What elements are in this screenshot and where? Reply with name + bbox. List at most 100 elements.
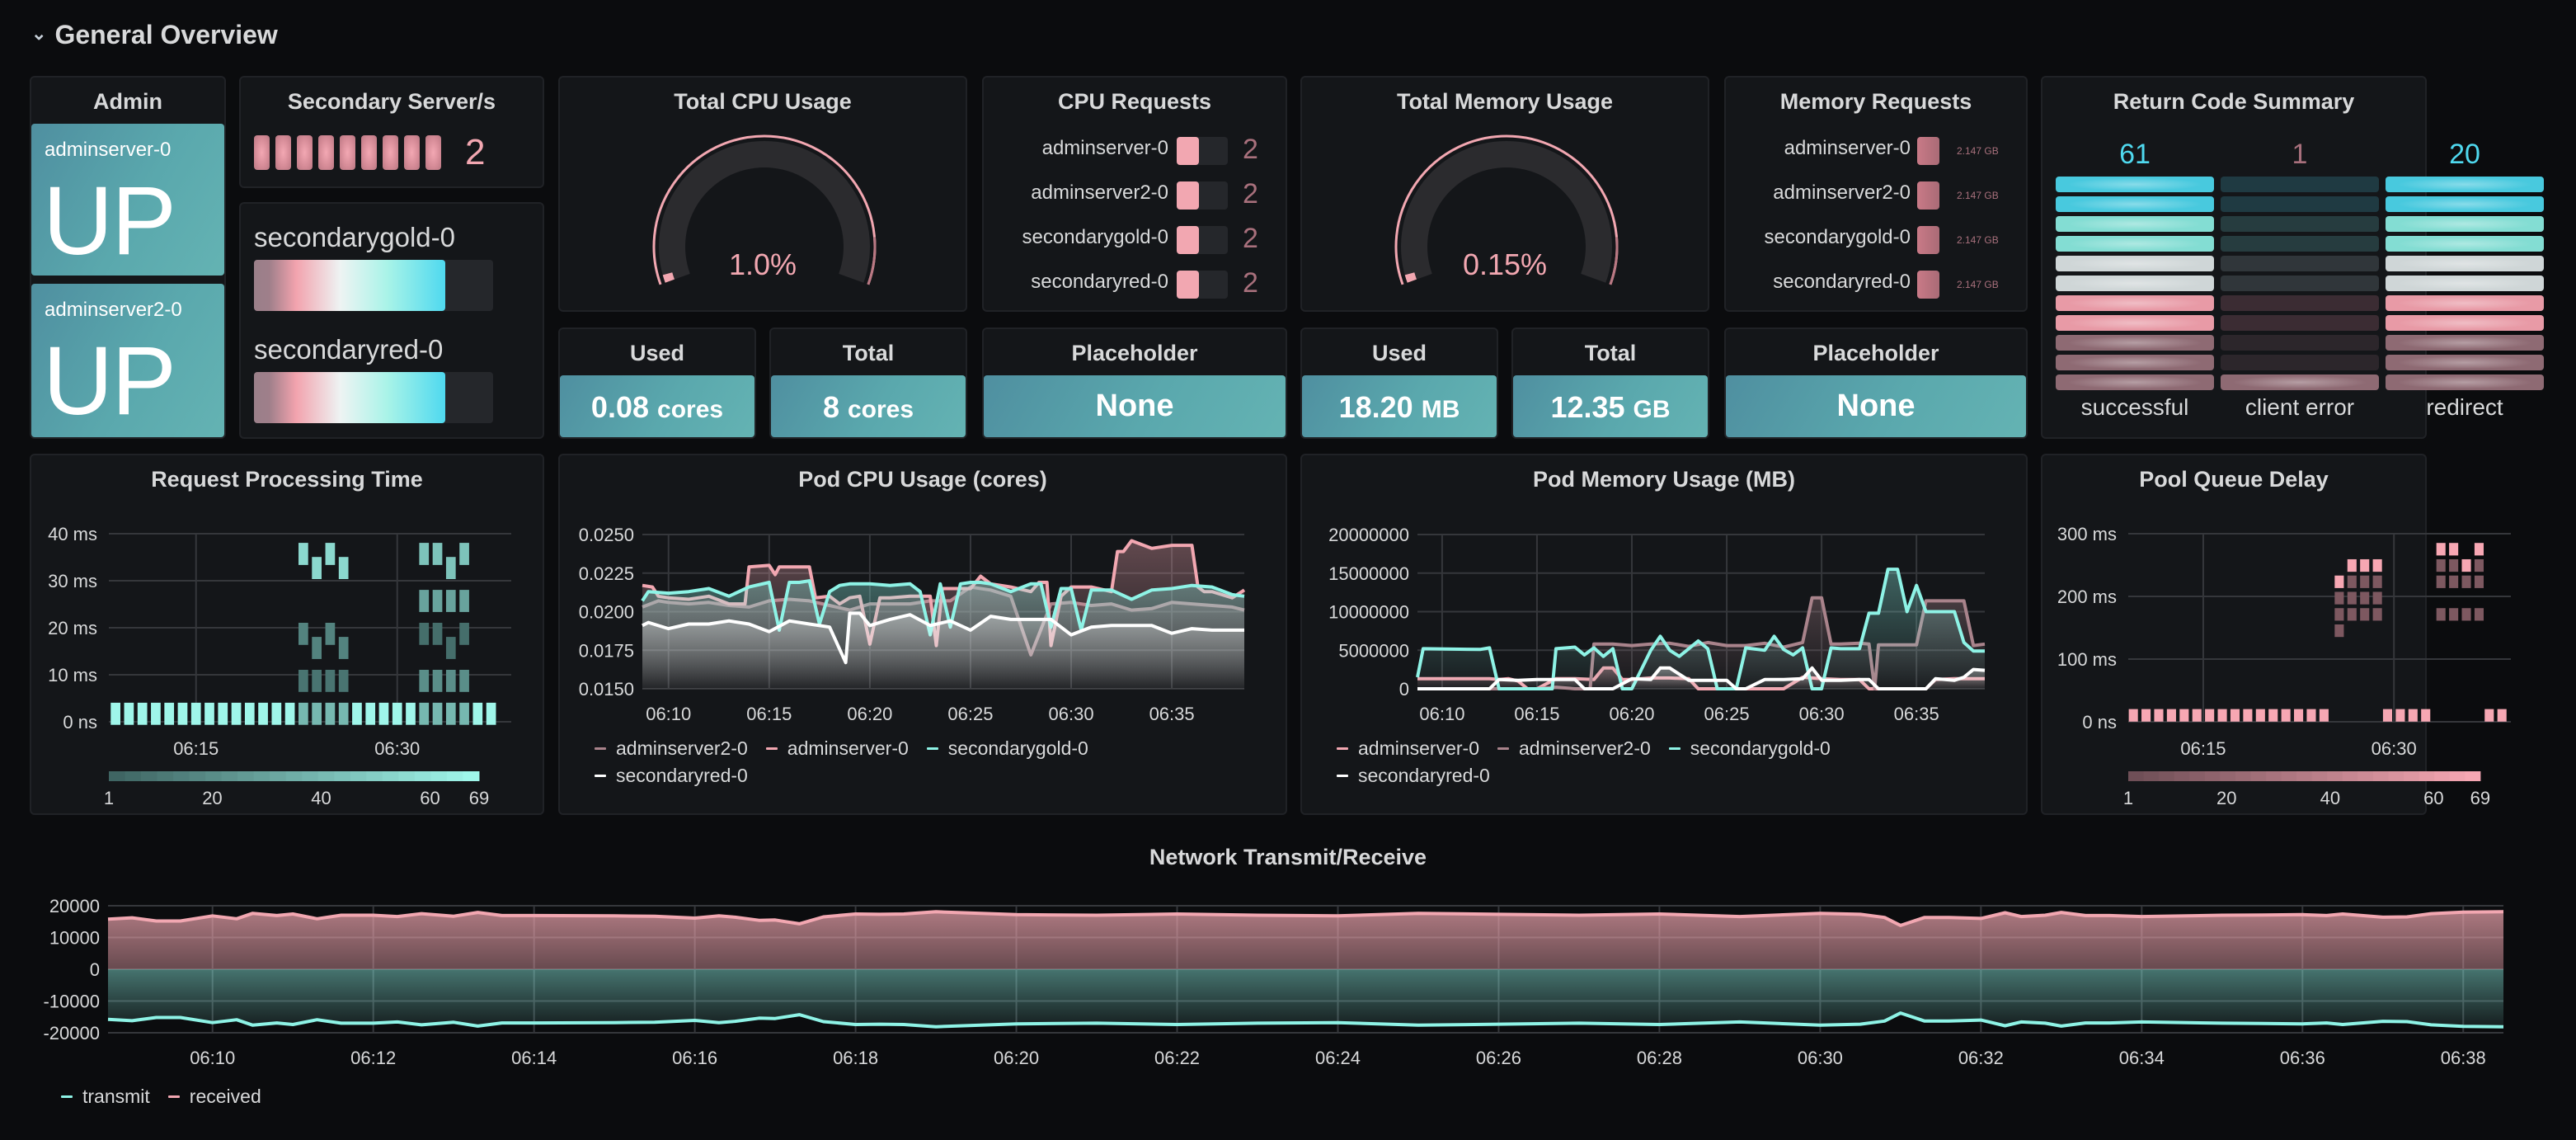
heatmap-cell — [338, 637, 349, 659]
heatmap-cell — [2360, 558, 2370, 572]
color-scale-step — [2128, 771, 2145, 781]
color-scale-tick: 20 — [2216, 788, 2236, 808]
x-tick-label: 06:10 — [1419, 704, 1464, 724]
series-area — [108, 969, 2503, 1027]
series-area — [1417, 667, 1985, 689]
y-tick-label: 30 ms — [48, 571, 97, 591]
lcd-cell — [361, 135, 377, 170]
x-tick-label: 06:14 — [511, 1048, 557, 1068]
heatmap-cell — [2395, 709, 2405, 722]
x-tick-label: 06:15 — [1514, 704, 1559, 724]
panel-title: Used — [629, 341, 685, 365]
legend-label: secondarygold-0 — [947, 737, 1088, 759]
x-tick-label: 06:16 — [672, 1048, 717, 1068]
y-tick-label: 0 — [1399, 679, 1409, 700]
gauge-value: 0.15% — [1462, 247, 1548, 281]
color-scale-step — [141, 771, 158, 781]
legend-item[interactable]: adminserver-0 — [765, 737, 909, 760]
heatmap-cell — [298, 669, 308, 692]
return-code-cell — [2221, 375, 2379, 390]
pod-cpu-usage-chart[interactable]: 0.0150 0.0175 0.0200 0.0225 0.0250 06:10 06:15… — [560, 455, 1289, 817]
x-tick-label: 06:32 — [1958, 1048, 2004, 1068]
x-tick-label: 06:15 — [2180, 738, 2226, 759]
y-tick-label: 0 ns — [2082, 712, 2117, 733]
value-number: 18.20 — [1338, 390, 1413, 424]
heatmap-cell — [352, 702, 362, 725]
y-tick-label: -20000 — [43, 1023, 100, 1043]
y-tick-label: 5000000 — [1338, 640, 1409, 661]
bar-label: secondaryred-0 — [254, 334, 444, 365]
memory-placeholder-panel: Placeholder None — [1724, 327, 2028, 439]
return-code-cell — [2386, 177, 2544, 192]
heatmap-cell — [284, 702, 295, 725]
color-scale-step — [2143, 771, 2160, 781]
value-unit: GB — [1633, 396, 1671, 423]
return-code-cell — [2221, 236, 2379, 252]
panel-title: Total — [842, 341, 895, 365]
row-header[interactable]: ⌄ General Overview — [31, 20, 278, 50]
request-bar-fill — [1917, 271, 1939, 299]
legend-item[interactable]: adminserver2-0 — [595, 737, 748, 760]
heatmap-cell — [2436, 608, 2446, 621]
request-label: secondarygold-0 — [1022, 226, 1168, 248]
color-scale-step — [205, 771, 223, 781]
admin-status-tile[interactable]: adminserver-0 UP — [31, 124, 224, 276]
request-processing-time-heatmap[interactable]: 0 ns 10 ms 20 ms 30 ms 40 ms 06:15 06:30 1 20 40 6… — [31, 455, 546, 817]
legend-item[interactable]: secondaryred-0 — [595, 765, 748, 787]
return-code-cell — [2221, 276, 2379, 291]
lcd-cell — [340, 135, 355, 170]
network-panel: Network Transmit/Receive -20000 -10000 0 10… — [30, 828, 2546, 1133]
legend-label: secondaryred-0 — [1358, 765, 1490, 786]
panel-title: Secondary Server/s — [287, 89, 496, 114]
heatmap-cell — [151, 702, 161, 725]
request-row: secondaryred-0 2.147 GB — [1726, 269, 2026, 302]
legend-item[interactable]: adminserver2-0 — [1497, 737, 1651, 760]
panel-title: Return Code Summary — [2113, 89, 2355, 114]
x-tick-label: 06:30 — [2372, 738, 2417, 759]
color-scale-tick: 40 — [311, 788, 331, 808]
legend-label: adminserver-0 — [787, 737, 909, 759]
legend-item[interactable]: transmit — [61, 1086, 150, 1108]
color-scale-step — [414, 771, 431, 781]
legend-item[interactable]: received — [167, 1086, 261, 1108]
color-scale-step — [2174, 771, 2190, 781]
heatmap-cell — [164, 702, 175, 725]
request-label: secondaryred-0 — [1031, 271, 1168, 293]
heatmap-cell — [2461, 608, 2471, 621]
heatmap-cell — [2243, 709, 2253, 722]
pool-queue-delay-heatmap[interactable]: 0 ns 100 ms 200 ms 300 ms 06:15 06:30 1 20 40 60 6… — [2042, 455, 2511, 817]
color-scale-step — [2465, 771, 2481, 781]
heatmap-cell — [325, 543, 336, 565]
color-scale-step — [2434, 771, 2451, 781]
chevron-down-icon[interactable]: ⌄ — [31, 22, 47, 44]
legend-item[interactable]: secondarygold-0 — [926, 737, 1088, 760]
heatmap-cell — [2166, 709, 2176, 722]
legend-swatch — [595, 747, 606, 750]
heatmap-cell — [365, 702, 376, 725]
network-transmit-receive-chart[interactable]: -20000 -10000 0 10000 20000 06:10 06:12 06:14 06… — [30, 828, 2546, 1076]
legend-item[interactable]: secondaryred-0 — [1337, 765, 1490, 787]
legend-item[interactable]: adminserver-0 — [1337, 737, 1479, 760]
color-scale-step — [125, 771, 142, 781]
color-scale-tick: 1 — [2123, 788, 2133, 808]
stat-tile: None — [1726, 375, 2026, 437]
request-bar-fill — [1177, 181, 1199, 210]
heatmap-cell — [2436, 543, 2446, 556]
color-scale-step — [2281, 771, 2297, 781]
pod-memory-usage-chart[interactable]: 0 5000000 10000000 15000000 20000000 06:10 06:… — [1302, 455, 2029, 817]
heatmap-cell — [2154, 709, 2164, 722]
heatmap-cell — [2179, 709, 2189, 722]
return-code-cell — [2386, 216, 2544, 232]
request-label: adminserver2-0 — [1773, 181, 1911, 204]
admin-status-tile[interactable]: adminserver2-0 UP — [31, 284, 224, 437]
return-code-cell — [2386, 295, 2544, 311]
heatmap-cell — [312, 637, 322, 659]
bar-fill — [254, 260, 445, 311]
legend-item[interactable]: secondarygold-0 — [1668, 737, 1831, 760]
request-bar-fill — [1917, 137, 1939, 165]
color-scale-step — [2419, 771, 2435, 781]
total-memory-usage-panel: Total Memory Usage 0.15% — [1300, 76, 1709, 312]
request-value: 2.147 GB — [1957, 145, 1999, 157]
color-scale-step — [2311, 771, 2328, 781]
color-scale-step — [253, 771, 270, 781]
